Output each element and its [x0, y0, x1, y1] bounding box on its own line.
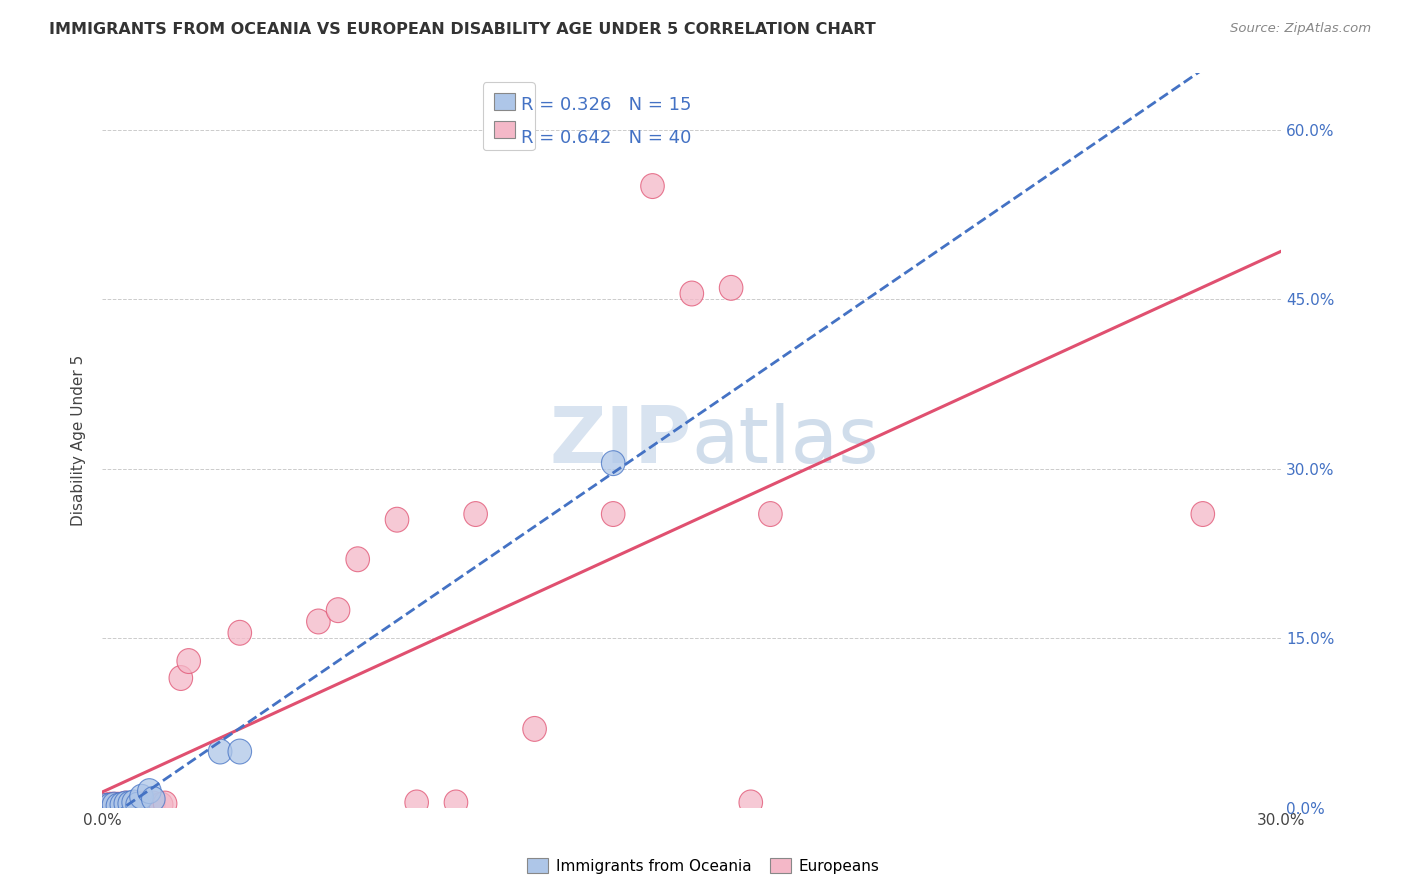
Ellipse shape: [134, 792, 157, 817]
Ellipse shape: [759, 501, 782, 526]
Ellipse shape: [125, 792, 149, 817]
Ellipse shape: [169, 665, 193, 690]
Text: R = 0.326   N = 15: R = 0.326 N = 15: [520, 95, 692, 113]
Ellipse shape: [138, 792, 162, 817]
Legend: Immigrants from Oceania, Europeans: Immigrants from Oceania, Europeans: [520, 852, 886, 880]
Ellipse shape: [602, 501, 626, 526]
Text: IMMIGRANTS FROM OCEANIA VS EUROPEAN DISABILITY AGE UNDER 5 CORRELATION CHART: IMMIGRANTS FROM OCEANIA VS EUROPEAN DISA…: [49, 22, 876, 37]
Ellipse shape: [122, 792, 145, 817]
Ellipse shape: [326, 598, 350, 623]
Ellipse shape: [105, 793, 129, 818]
Ellipse shape: [114, 791, 138, 816]
Ellipse shape: [118, 792, 142, 817]
Ellipse shape: [405, 790, 429, 815]
Ellipse shape: [94, 793, 118, 818]
Ellipse shape: [153, 791, 177, 816]
Ellipse shape: [98, 793, 122, 818]
Ellipse shape: [149, 792, 173, 817]
Y-axis label: Disability Age Under 5: Disability Age Under 5: [72, 355, 86, 526]
Ellipse shape: [346, 547, 370, 572]
Ellipse shape: [444, 790, 468, 815]
Ellipse shape: [98, 793, 122, 818]
Ellipse shape: [464, 501, 488, 526]
Ellipse shape: [228, 739, 252, 764]
Ellipse shape: [523, 716, 547, 741]
Ellipse shape: [114, 793, 138, 818]
Ellipse shape: [118, 793, 142, 818]
Ellipse shape: [602, 450, 626, 475]
Ellipse shape: [641, 174, 664, 199]
Ellipse shape: [208, 739, 232, 764]
Ellipse shape: [385, 508, 409, 533]
Ellipse shape: [110, 793, 134, 818]
Ellipse shape: [740, 790, 762, 815]
Ellipse shape: [125, 792, 149, 817]
Text: Source: ZipAtlas.com: Source: ZipAtlas.com: [1230, 22, 1371, 36]
Ellipse shape: [122, 790, 145, 815]
Ellipse shape: [103, 792, 125, 817]
Ellipse shape: [1191, 501, 1215, 526]
Legend: , : ,: [482, 82, 536, 151]
Ellipse shape: [681, 281, 703, 306]
Ellipse shape: [98, 792, 122, 817]
Ellipse shape: [94, 793, 118, 818]
Ellipse shape: [142, 793, 165, 818]
Ellipse shape: [103, 792, 125, 817]
Ellipse shape: [177, 648, 201, 673]
Text: atlas: atlas: [692, 402, 879, 478]
Ellipse shape: [105, 792, 129, 817]
Text: R = 0.642   N = 40: R = 0.642 N = 40: [520, 128, 692, 146]
Ellipse shape: [110, 792, 134, 817]
Ellipse shape: [307, 609, 330, 634]
Ellipse shape: [129, 791, 153, 816]
Ellipse shape: [138, 779, 162, 804]
Ellipse shape: [142, 787, 165, 812]
Ellipse shape: [103, 793, 125, 818]
Ellipse shape: [720, 276, 742, 301]
Ellipse shape: [129, 784, 153, 809]
Ellipse shape: [228, 620, 252, 645]
Ellipse shape: [110, 792, 134, 817]
Ellipse shape: [129, 793, 153, 818]
Ellipse shape: [118, 791, 142, 816]
Text: ZIP: ZIP: [550, 402, 692, 478]
Ellipse shape: [142, 791, 165, 816]
Ellipse shape: [114, 791, 138, 816]
